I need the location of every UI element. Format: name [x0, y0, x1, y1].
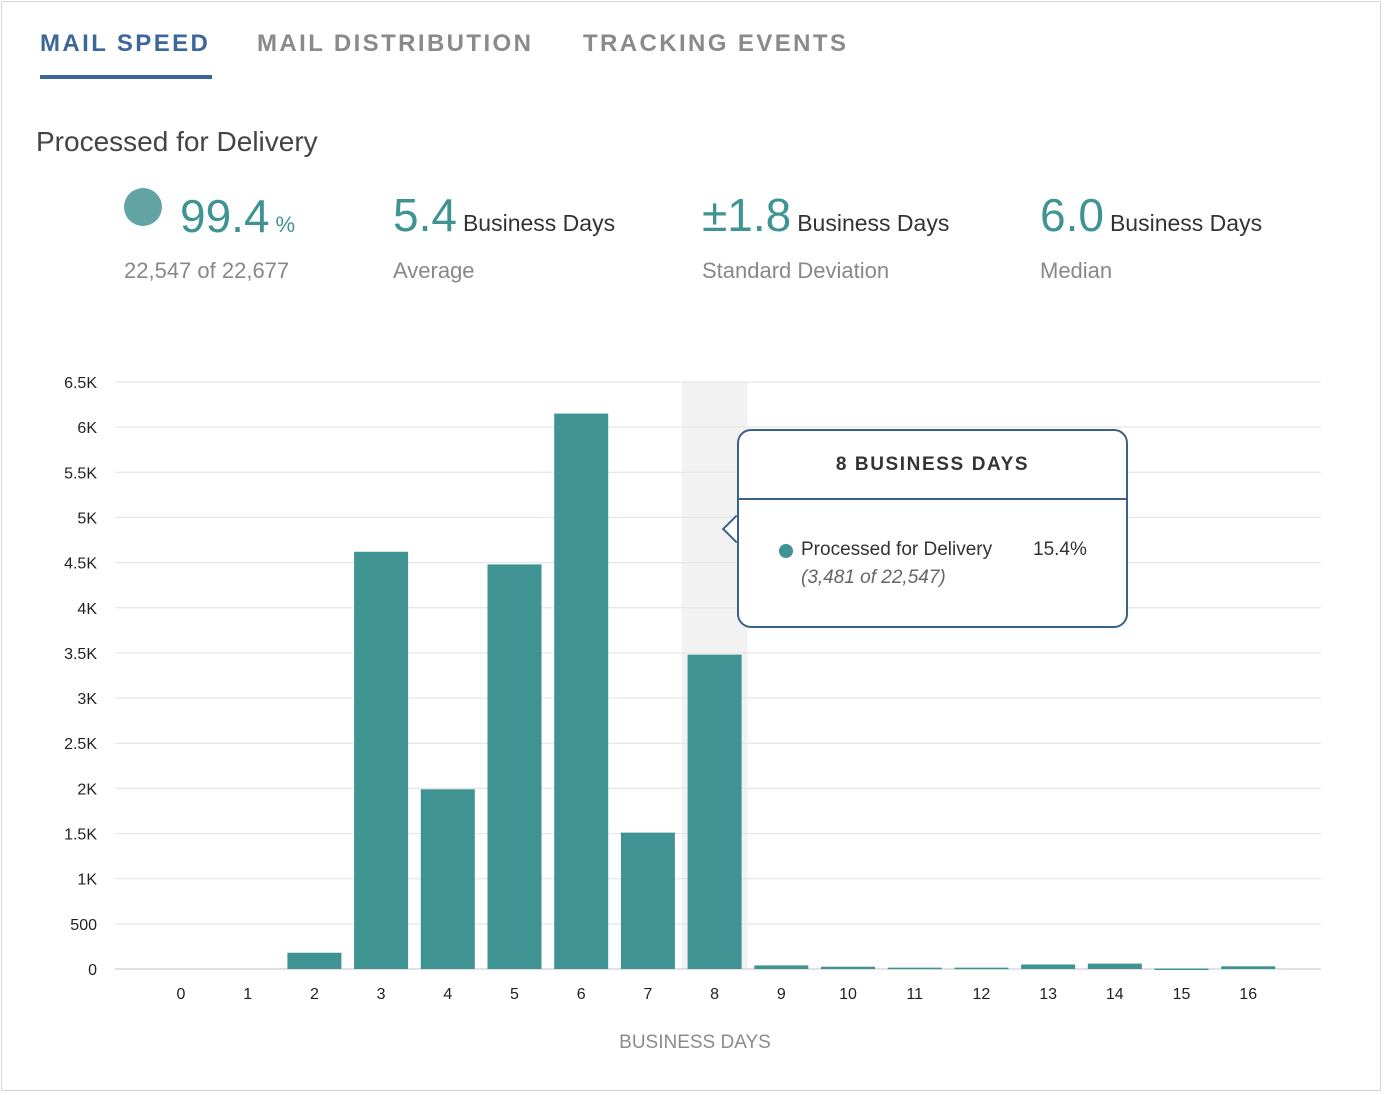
y-tick-label: 1K — [77, 872, 97, 889]
stat-average: 5.4 Business Days Average — [393, 188, 616, 283]
x-tick-label: 13 — [1039, 986, 1057, 1003]
y-tick-label: 500 — [70, 917, 97, 934]
bar-8[interactable] — [687, 654, 742, 969]
stat-std-dev-value: ±1.8 — [702, 189, 792, 241]
y-tick-label: 0 — [88, 962, 97, 979]
stat-median-value: 6.0 — [1040, 189, 1104, 241]
x-tick-label: 3 — [377, 986, 386, 1003]
bar-15[interactable] — [1154, 968, 1209, 971]
x-tick-label: 6 — [577, 986, 586, 1003]
tooltip-detail: (3,481 of 22,547) — [801, 567, 946, 588]
stat-std-dev-unit: Business Days — [797, 210, 950, 236]
x-tick-label: 0 — [177, 986, 186, 1003]
bar-11[interactable] — [887, 967, 942, 970]
y-tick-label: 1.5K — [64, 827, 97, 844]
stat-std-dev-sub: Standard Deviation — [702, 258, 890, 283]
bar-10[interactable] — [821, 966, 875, 969]
stat-median-unit: Business Days — [1109, 210, 1263, 236]
x-tick-label: 7 — [643, 986, 652, 1003]
bar-5[interactable] — [487, 564, 542, 969]
bar-6[interactable] — [554, 413, 609, 970]
y-tick-label: 6K — [77, 420, 97, 437]
tooltip-series-dot-icon — [779, 544, 793, 558]
x-tick-label: 2 — [310, 986, 319, 1003]
x-tick-label: 14 — [1106, 986, 1124, 1003]
series-dot-icon — [124, 188, 162, 226]
y-tick-label: 6.5K — [64, 375, 97, 392]
x-tick-label: 10 — [839, 986, 857, 1003]
y-tick-label: 5K — [77, 510, 97, 527]
bar-13[interactable] — [1021, 964, 1076, 969]
x-tick-label: 4 — [443, 986, 452, 1003]
tab-mail-distribution[interactable]: MAIL DISTRIBUTION — [257, 30, 534, 57]
x-tick-label: 11 — [906, 986, 923, 1003]
bar-2[interactable] — [287, 952, 342, 969]
y-tick-label: 4.5K — [64, 556, 97, 573]
stat-average-value: 5.4 — [393, 189, 457, 241]
x-tick-label: 1 — [243, 986, 252, 1003]
bar-14[interactable] — [1087, 963, 1142, 969]
section-title: Processed for Delivery — [36, 126, 318, 157]
x-tick-label: 9 — [777, 986, 786, 1003]
x-tick-label: 8 — [710, 986, 719, 1003]
bar-16[interactable] — [1221, 966, 1276, 969]
stat-average-sub: Average — [393, 258, 475, 283]
bar-3[interactable] — [354, 551, 409, 969]
tooltip-value: 15.4% — [1033, 539, 1087, 560]
y-tick-label: 2K — [77, 781, 97, 798]
y-tick-label: 3K — [77, 691, 97, 708]
stat-std-dev: ±1.8 Business Days Standard Deviation — [702, 188, 950, 283]
tooltip-title: 8 BUSINESS DAYS — [739, 431, 1126, 500]
y-tick-label: 2.5K — [64, 736, 97, 753]
tab-tracking-events[interactable]: TRACKING EVENTS — [583, 30, 849, 57]
bar-4[interactable] — [420, 789, 475, 969]
bar-12[interactable] — [954, 967, 1009, 970]
stat-average-unit: Business Days — [462, 210, 616, 236]
bar-7[interactable] — [620, 832, 675, 969]
stat-median: 6.0 Business Days Median — [1040, 188, 1263, 283]
y-tick-label: 3.5K — [64, 646, 97, 663]
stat-median-sub: Median — [1040, 258, 1113, 283]
y-tick-label: 4K — [77, 601, 97, 618]
y-tick-label: 5.5K — [64, 465, 97, 482]
stat-percent-sub: 22,547 of 22,677 — [124, 258, 290, 283]
stat-percent-value: 99.4 — [180, 190, 270, 242]
tooltip: 8 BUSINESS DAYS Processed for Delivery 1… — [737, 429, 1128, 628]
x-tick-label: 15 — [1173, 986, 1191, 1003]
x-tick-label: 16 — [1239, 986, 1257, 1003]
x-axis-label: BUSINESS DAYS — [619, 1032, 771, 1053]
x-tick-label: 5 — [510, 986, 519, 1003]
bar-9[interactable] — [754, 965, 809, 969]
tooltip-series-name: Processed for Delivery — [801, 539, 993, 560]
stat-percent-unit: % — [275, 212, 296, 237]
stat-percent: 99.4% 22,547 of 22,677 — [124, 188, 296, 283]
tab-mail-speed[interactable]: MAIL SPEED — [40, 30, 213, 79]
x-tick-label: 12 — [973, 986, 991, 1003]
